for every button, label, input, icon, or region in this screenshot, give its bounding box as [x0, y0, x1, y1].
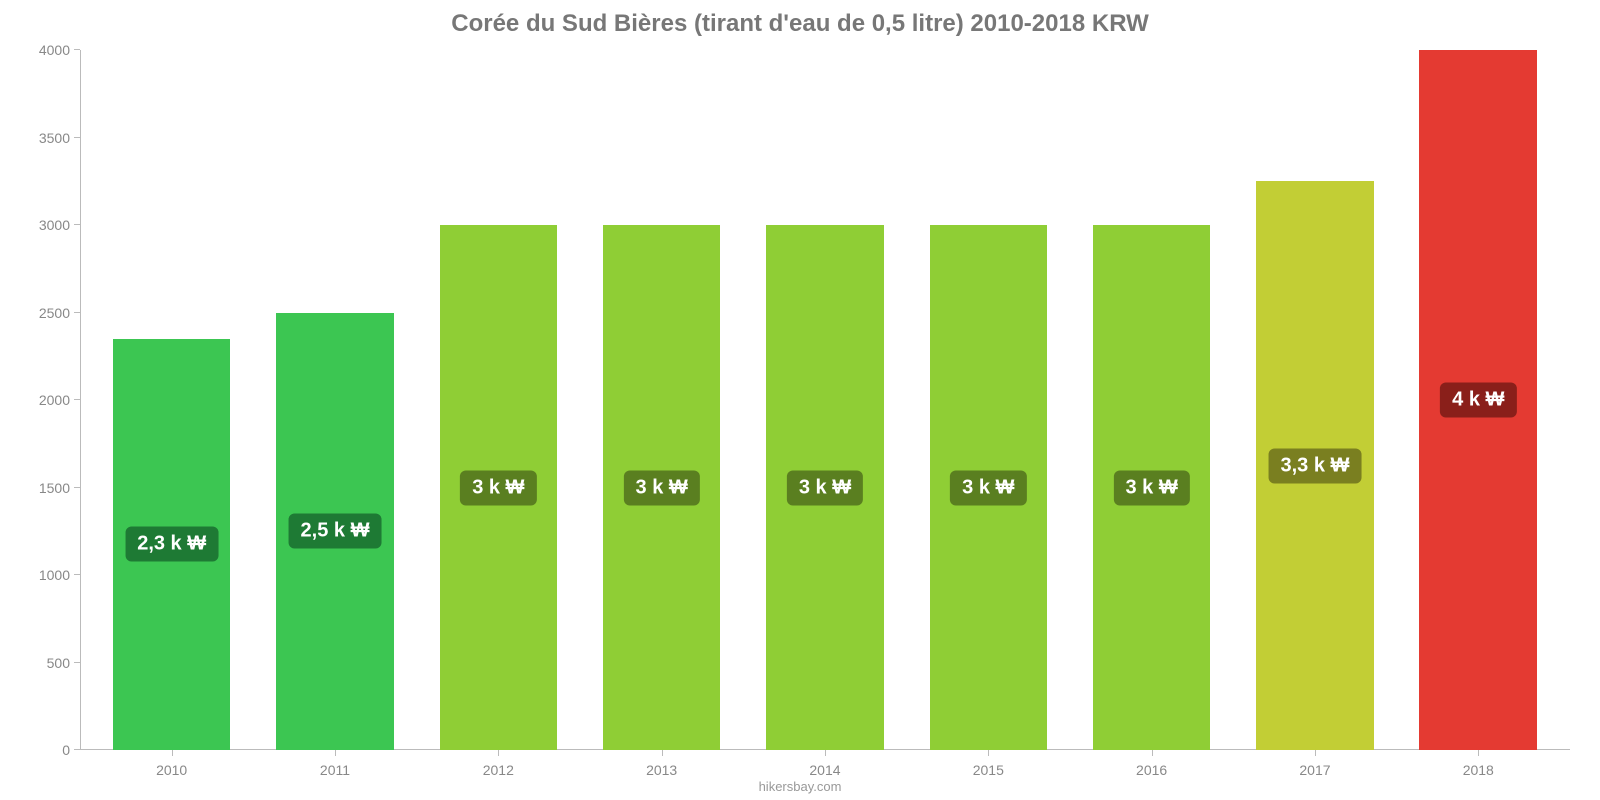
bar-value-label: 3 k ₩ — [624, 470, 700, 505]
x-tick-mark — [172, 750, 173, 756]
bar-value-label: 4 k ₩ — [1440, 383, 1516, 418]
x-tick-mark — [1478, 750, 1479, 756]
x-tick-mark — [335, 750, 336, 756]
bar: 3 k ₩ — [440, 225, 558, 750]
bar-slot: 3 k ₩2016 — [1070, 50, 1233, 750]
x-tick-label: 2013 — [646, 762, 677, 778]
x-tick-label: 2015 — [973, 762, 1004, 778]
bar-value-label: 2,3 k ₩ — [125, 527, 218, 562]
bar-value-label: 3,3 k ₩ — [1268, 448, 1361, 483]
bar: 2,5 k ₩ — [276, 313, 394, 751]
bar: 3 k ₩ — [1093, 225, 1211, 750]
bar-value-label: 3 k ₩ — [950, 470, 1026, 505]
bar-slot: 2,5 k ₩2011 — [253, 50, 416, 750]
x-tick-mark — [498, 750, 499, 756]
bar: 3,3 k ₩ — [1256, 181, 1374, 750]
x-tick-mark — [988, 750, 989, 756]
chart-footer: hikersbay.com — [0, 779, 1600, 794]
y-tick-label: 1500 — [20, 480, 70, 496]
bar-slot: 3,3 k ₩2017 — [1233, 50, 1396, 750]
bar: 2,3 k ₩ — [113, 339, 231, 750]
bar-slot: 3 k ₩2012 — [417, 50, 580, 750]
plot-area: 05001000150020002500300035004000 2,3 k ₩… — [80, 50, 1570, 750]
bar-slot: 3 k ₩2015 — [907, 50, 1070, 750]
bar: 3 k ₩ — [603, 225, 721, 750]
x-tick-label: 2011 — [320, 762, 350, 778]
bar: 4 k ₩ — [1419, 50, 1537, 750]
x-tick-label: 2018 — [1463, 762, 1494, 778]
bar: 3 k ₩ — [930, 225, 1048, 750]
bar-value-label: 3 k ₩ — [787, 470, 863, 505]
x-tick-mark — [1152, 750, 1153, 756]
y-tick-label: 3000 — [20, 217, 70, 233]
bar-slot: 2,3 k ₩2010 — [90, 50, 253, 750]
x-tick-label: 2016 — [1136, 762, 1167, 778]
y-tick-label: 3500 — [20, 130, 70, 146]
y-tick-label: 1000 — [20, 567, 70, 583]
x-tick-label: 2010 — [156, 762, 187, 778]
x-tick-label: 2012 — [483, 762, 514, 778]
bar-slot: 3 k ₩2014 — [743, 50, 906, 750]
bar-value-label: 3 k ₩ — [1114, 470, 1190, 505]
bar: 3 k ₩ — [766, 225, 884, 750]
x-tick-label: 2014 — [809, 762, 840, 778]
chart-title: Corée du Sud Bières (tirant d'eau de 0,5… — [0, 10, 1600, 38]
y-tick-label: 0 — [20, 742, 70, 758]
bar-value-label: 3 k ₩ — [460, 470, 536, 505]
x-tick-mark — [1315, 750, 1316, 756]
y-tick-label: 2500 — [20, 305, 70, 321]
x-tick-mark — [825, 750, 826, 756]
bar-chart: Corée du Sud Bières (tirant d'eau de 0,5… — [0, 0, 1600, 800]
y-tick-label: 4000 — [20, 42, 70, 58]
bars-container: 2,3 k ₩20102,5 k ₩20113 k ₩20123 k ₩2013… — [80, 50, 1570, 750]
x-tick-mark — [662, 750, 663, 756]
y-tick-label: 500 — [20, 655, 70, 671]
x-tick-label: 2017 — [1299, 762, 1330, 778]
bar-value-label: 2,5 k ₩ — [289, 514, 382, 549]
bar-slot: 3 k ₩2013 — [580, 50, 743, 750]
y-tick-label: 2000 — [20, 392, 70, 408]
bar-slot: 4 k ₩2018 — [1397, 50, 1560, 750]
